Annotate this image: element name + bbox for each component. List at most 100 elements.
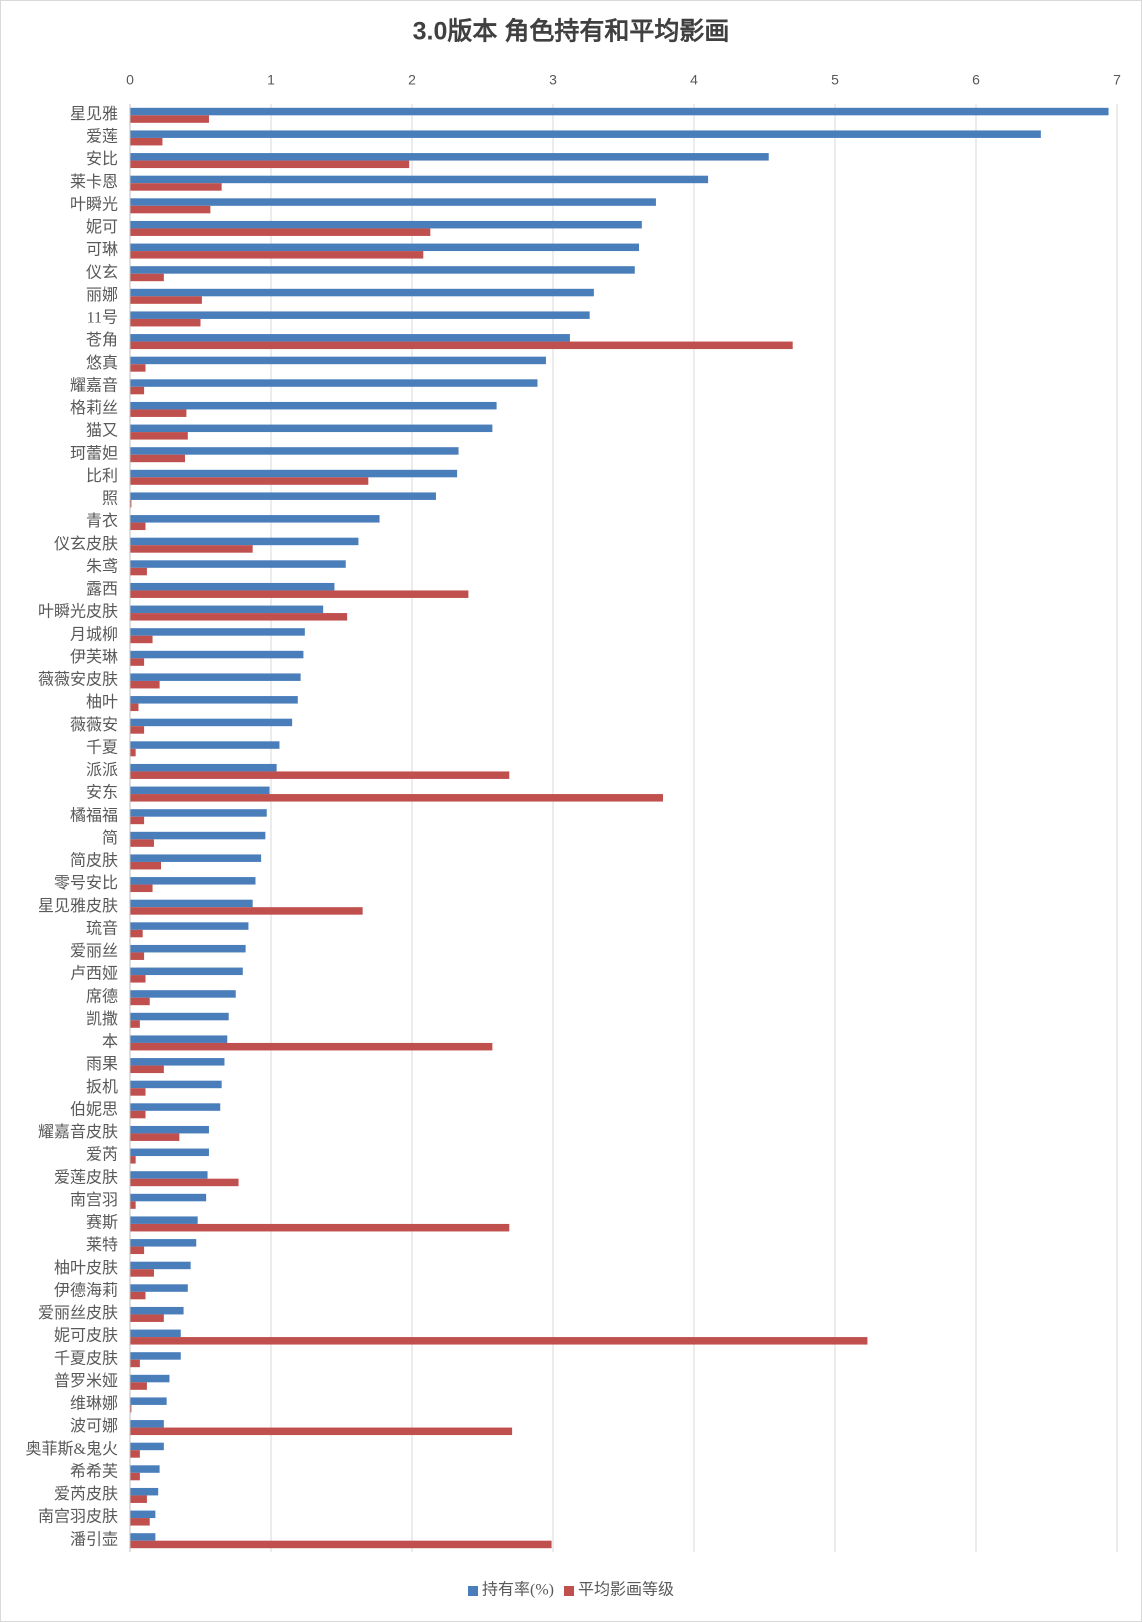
bar bbox=[130, 432, 188, 440]
bar bbox=[130, 545, 253, 553]
bar bbox=[130, 1291, 146, 1300]
bar bbox=[130, 1314, 164, 1322]
y-tick-label: 柚叶 bbox=[86, 693, 118, 711]
bar bbox=[130, 356, 546, 365]
bar bbox=[130, 1193, 207, 1202]
bar bbox=[130, 884, 153, 893]
bar bbox=[130, 115, 209, 123]
y-tick-label: 南宫羽 bbox=[70, 1191, 118, 1209]
x-tick-label: 6 bbox=[972, 72, 980, 88]
bar bbox=[130, 296, 202, 304]
y-tick-label: 薇薇安 bbox=[70, 716, 118, 734]
y-tick-label: 朱鸢 bbox=[86, 557, 118, 575]
bar bbox=[130, 997, 150, 1006]
bar bbox=[130, 537, 359, 546]
x-tick-label: 3 bbox=[549, 72, 557, 88]
bar bbox=[130, 605, 324, 614]
y-tick-label: 安东 bbox=[86, 784, 118, 802]
bar bbox=[130, 1125, 209, 1134]
bar bbox=[130, 1148, 209, 1157]
bar bbox=[130, 1178, 239, 1187]
chart-title: 3.0版本 角色持有和平均影画 bbox=[413, 17, 730, 46]
bar bbox=[130, 907, 363, 915]
bar bbox=[130, 1088, 146, 1096]
y-tick-label: 扳机 bbox=[86, 1077, 118, 1096]
y-tick-label: 安比 bbox=[86, 150, 118, 168]
bar bbox=[130, 1518, 150, 1526]
bar bbox=[130, 386, 145, 395]
y-tick-label: 赛斯 bbox=[86, 1213, 118, 1232]
bar bbox=[130, 1374, 170, 1383]
bar bbox=[130, 499, 132, 508]
bar bbox=[130, 1269, 154, 1277]
y-tick-label: 伯妮思 bbox=[70, 1100, 118, 1118]
bar bbox=[130, 1540, 552, 1549]
bar bbox=[130, 137, 163, 146]
y-tick-label: 爱芮 bbox=[86, 1146, 118, 1164]
bar bbox=[130, 1201, 136, 1209]
bar bbox=[130, 703, 139, 712]
bar bbox=[130, 839, 154, 847]
bar bbox=[130, 220, 642, 229]
bar bbox=[130, 1427, 513, 1436]
bar bbox=[130, 1420, 164, 1428]
y-tick-label: 丽娜 bbox=[86, 286, 118, 304]
y-tick-label: 伊德海莉 bbox=[54, 1281, 118, 1299]
bar bbox=[130, 877, 256, 885]
bar bbox=[130, 273, 164, 282]
bar bbox=[130, 1261, 191, 1270]
y-tick-label: 雨果 bbox=[86, 1056, 118, 1073]
bar bbox=[130, 1065, 164, 1074]
bar bbox=[130, 1133, 180, 1141]
bar bbox=[130, 1020, 140, 1028]
x-tick-label: 1 bbox=[267, 72, 275, 88]
y-tick-label: 爱莲 bbox=[86, 128, 118, 146]
y-tick-label: 露西 bbox=[86, 581, 118, 598]
legend-swatch bbox=[563, 1586, 574, 1596]
bar bbox=[130, 183, 222, 191]
bar bbox=[130, 1103, 221, 1111]
bar bbox=[130, 341, 793, 350]
y-tick-label: 本 bbox=[102, 1033, 118, 1051]
bar bbox=[130, 861, 162, 870]
x-tick-label: 4 bbox=[690, 72, 698, 88]
bar bbox=[130, 311, 590, 319]
bar bbox=[130, 763, 277, 772]
bar bbox=[130, 1156, 136, 1164]
bar bbox=[130, 929, 143, 938]
bar bbox=[130, 288, 594, 297]
bar bbox=[130, 1329, 181, 1338]
y-tick-label: 格莉丝 bbox=[70, 399, 118, 417]
bar bbox=[130, 153, 769, 161]
legend-swatch bbox=[467, 1586, 478, 1596]
bar bbox=[130, 1012, 229, 1021]
bar bbox=[130, 658, 145, 666]
bar bbox=[130, 1223, 510, 1232]
y-tick-label: 奥菲斯&鬼火 bbox=[26, 1440, 118, 1458]
y-tick-label: 千夏皮肤 bbox=[54, 1349, 118, 1367]
bar bbox=[130, 1359, 140, 1368]
bar bbox=[130, 560, 346, 568]
bar bbox=[130, 748, 136, 757]
bar bbox=[130, 1533, 156, 1541]
bar bbox=[130, 1058, 225, 1066]
bar bbox=[130, 741, 280, 749]
bar bbox=[130, 816, 145, 825]
y-tick-label: 叶瞬光皮肤 bbox=[38, 603, 118, 621]
bar bbox=[130, 1495, 147, 1503]
bar bbox=[130, 628, 305, 636]
bar bbox=[130, 1487, 159, 1496]
bar bbox=[130, 454, 185, 463]
y-tick-label: 照 bbox=[102, 490, 118, 508]
bar bbox=[130, 1337, 868, 1345]
bar bbox=[130, 409, 187, 417]
bar bbox=[130, 1510, 156, 1519]
y-tick-label: 星见雅 bbox=[70, 105, 118, 123]
bar bbox=[130, 696, 298, 704]
bar bbox=[130, 130, 1041, 138]
y-tick-label: 比利 bbox=[86, 467, 118, 485]
bar bbox=[130, 613, 348, 621]
y-tick-label: 潘引壶 bbox=[70, 1530, 118, 1548]
bar bbox=[130, 492, 436, 500]
y-tick-label: 简 bbox=[102, 829, 118, 847]
